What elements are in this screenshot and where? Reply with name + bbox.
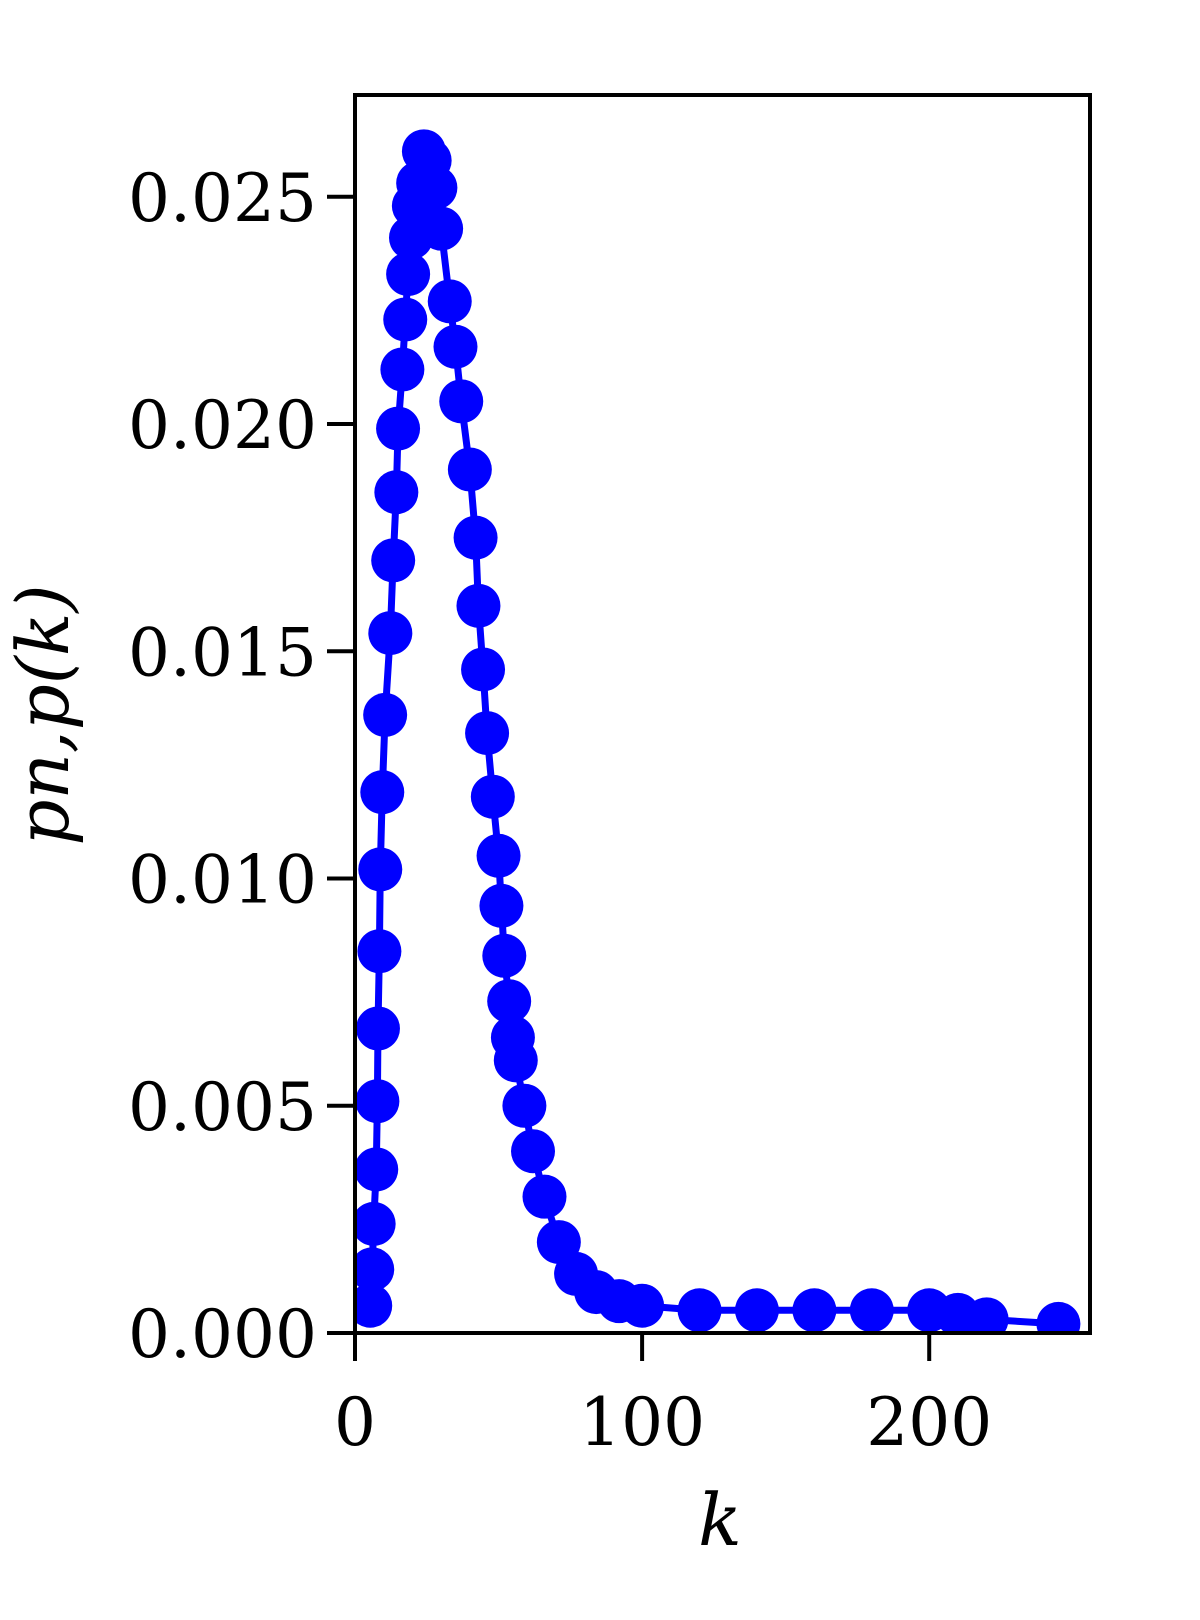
y-tick-label: 0.010 [128, 842, 317, 919]
y-tick-label: 0.005 [128, 1069, 317, 1146]
y-axis-label: pn,p(k) [1, 584, 85, 845]
point [493, 1038, 538, 1083]
point [677, 1288, 722, 1333]
point [355, 1006, 400, 1051]
point [479, 883, 524, 928]
x-tick-label: 0 [334, 1384, 376, 1461]
y-tick-label: 0.015 [128, 614, 317, 691]
y-tick-label: 0.020 [128, 387, 317, 464]
point [376, 406, 421, 451]
point [1036, 1301, 1081, 1333]
point [433, 324, 478, 369]
point [964, 1297, 1009, 1333]
point [482, 933, 527, 978]
point [476, 833, 521, 878]
point [374, 470, 419, 515]
point [461, 647, 506, 692]
point [355, 1201, 396, 1246]
point [849, 1288, 894, 1333]
point [487, 979, 532, 1024]
point [355, 1147, 399, 1192]
point [386, 252, 431, 297]
point [427, 279, 472, 324]
point [355, 1283, 393, 1328]
point [363, 692, 408, 737]
point [511, 1129, 556, 1174]
point [358, 847, 403, 892]
point [456, 583, 501, 628]
point [465, 711, 510, 756]
x-tick-label: 100 [579, 1384, 705, 1461]
point [792, 1288, 837, 1333]
x-axis-label: k [698, 1478, 742, 1562]
point [502, 1083, 547, 1128]
point [371, 538, 416, 583]
point [439, 379, 484, 424]
point [368, 611, 413, 656]
point [380, 347, 425, 392]
point [419, 206, 464, 251]
point [447, 447, 492, 492]
point [470, 774, 515, 819]
point [360, 770, 405, 815]
point [453, 515, 498, 560]
point [383, 297, 428, 342]
point [734, 1288, 779, 1333]
point [522, 1174, 567, 1219]
point [355, 1079, 400, 1124]
point [357, 929, 402, 974]
x-tick-label: 200 [866, 1384, 992, 1461]
point [413, 165, 458, 210]
point [355, 1247, 395, 1292]
point [620, 1283, 665, 1328]
y-tick-label: 0.000 [128, 1296, 317, 1373]
plot-frame [353, 93, 1092, 1335]
y-tick-label: 0.025 [128, 160, 317, 237]
